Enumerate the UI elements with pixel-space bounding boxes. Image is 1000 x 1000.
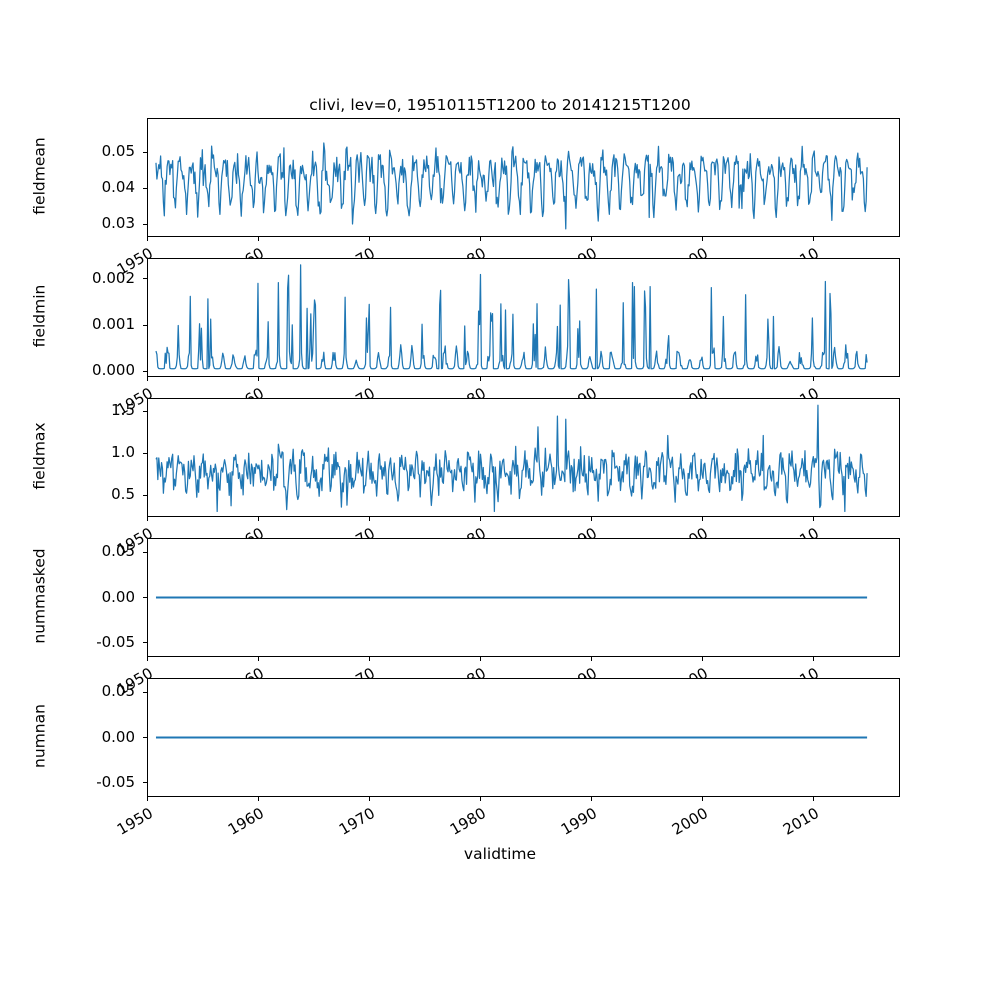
y-tick-mark [143, 151, 147, 153]
y-tick-mark [143, 187, 147, 189]
x-tick-mark [590, 657, 592, 661]
y-tick-label: 0.002 [92, 268, 135, 287]
y-axis-label-nummasked: nummasked [30, 547, 48, 644]
y-tick-mark [143, 223, 147, 225]
x-tick-mark [590, 377, 592, 381]
x-tick-mark [368, 517, 370, 521]
x-tick-mark [479, 237, 481, 241]
x-tick-mark [701, 797, 703, 801]
y-tick-label: 0.05 [101, 142, 135, 161]
x-tick-mark [368, 657, 370, 661]
subplot-fieldmean [147, 118, 900, 237]
x-tick-label: 2000 [668, 804, 711, 839]
x-tick-mark [257, 517, 259, 521]
x-tick-mark [257, 377, 259, 381]
x-tick-mark [257, 237, 259, 241]
y-tick-mark [143, 737, 147, 739]
x-tick-mark [257, 797, 259, 801]
y-tick-mark [143, 782, 147, 784]
x-tick-mark [701, 517, 703, 521]
x-tick-mark [368, 237, 370, 241]
y-tick-label: 0.05 [101, 542, 135, 561]
x-tick-mark [812, 657, 814, 661]
x-tick-mark [701, 377, 703, 381]
series-line-fieldmax [155, 404, 868, 513]
x-tick-label: 1960 [224, 804, 267, 839]
x-tick-mark [590, 797, 592, 801]
x-tick-mark [479, 797, 481, 801]
y-tick-label: 0.001 [92, 315, 135, 334]
y-tick-mark [143, 642, 147, 644]
y-tick-mark [143, 410, 147, 412]
x-axis-label: validtime [463, 845, 537, 863]
x-tick-mark [479, 377, 481, 381]
x-tick-mark [257, 657, 259, 661]
y-tick-label: 0.00 [101, 727, 135, 746]
x-tick-mark [146, 797, 148, 801]
x-tick-mark [368, 377, 370, 381]
y-axis-label-fieldmax: fieldmax [30, 421, 48, 490]
y-tick-mark [143, 324, 147, 326]
y-tick-mark [143, 551, 147, 554]
figure-title: clivi, lev=0, 19510115T1200 to 20141215T… [309, 96, 691, 114]
x-tick-mark [701, 237, 703, 241]
x-tick-mark [368, 797, 370, 801]
subplot-numnan [147, 678, 900, 797]
x-tick-mark [146, 657, 148, 661]
y-tick-label: 1.5 [111, 401, 135, 420]
y-tick-mark [143, 494, 147, 497]
y-tick-label: -0.05 [96, 772, 135, 791]
subplot-nummasked [147, 538, 900, 657]
series-line-fieldmin [155, 264, 868, 370]
x-tick-mark [590, 237, 592, 241]
x-tick-label: 1980 [446, 804, 489, 839]
y-tick-label: 0.000 [92, 361, 135, 380]
y-tick-mark [143, 370, 147, 373]
x-tick-mark [479, 517, 481, 521]
y-tick-label: 0.03 [101, 214, 135, 233]
series-line-fieldmean [155, 142, 868, 230]
y-axis-label-numnan: numnan [30, 703, 48, 768]
x-tick-label: 1990 [557, 804, 600, 839]
x-tick-mark [146, 377, 148, 381]
y-tick-mark [143, 597, 147, 599]
x-tick-mark [812, 517, 814, 521]
y-tick-mark [143, 452, 147, 454]
x-tick-mark [812, 377, 814, 381]
x-tick-mark [812, 237, 814, 241]
y-tick-label: 1.0 [111, 443, 135, 462]
y-axis-label-fieldmean: fieldmean [30, 136, 48, 215]
x-tick-label: 1970 [335, 804, 378, 839]
x-tick-mark [146, 517, 148, 521]
x-tick-mark [146, 237, 148, 241]
subplot-fieldmax [147, 398, 900, 517]
y-tick-mark [143, 278, 147, 280]
x-tick-label: 1950 [113, 804, 156, 839]
y-tick-label: 0.00 [101, 587, 135, 606]
y-tick-mark [143, 691, 147, 694]
y-tick-label: 0.5 [111, 485, 135, 504]
x-tick-mark [590, 517, 592, 521]
subplot-fieldmin [147, 258, 900, 377]
y-axis-label-fieldmin: fieldmin [30, 284, 48, 347]
x-tick-mark [701, 657, 703, 661]
y-tick-label: 0.05 [101, 682, 135, 701]
x-tick-mark [479, 657, 481, 661]
x-tick-mark [812, 797, 814, 801]
x-tick-label: 2010 [779, 804, 822, 839]
y-tick-label: -0.05 [96, 632, 135, 651]
y-tick-label: 0.04 [101, 178, 135, 197]
